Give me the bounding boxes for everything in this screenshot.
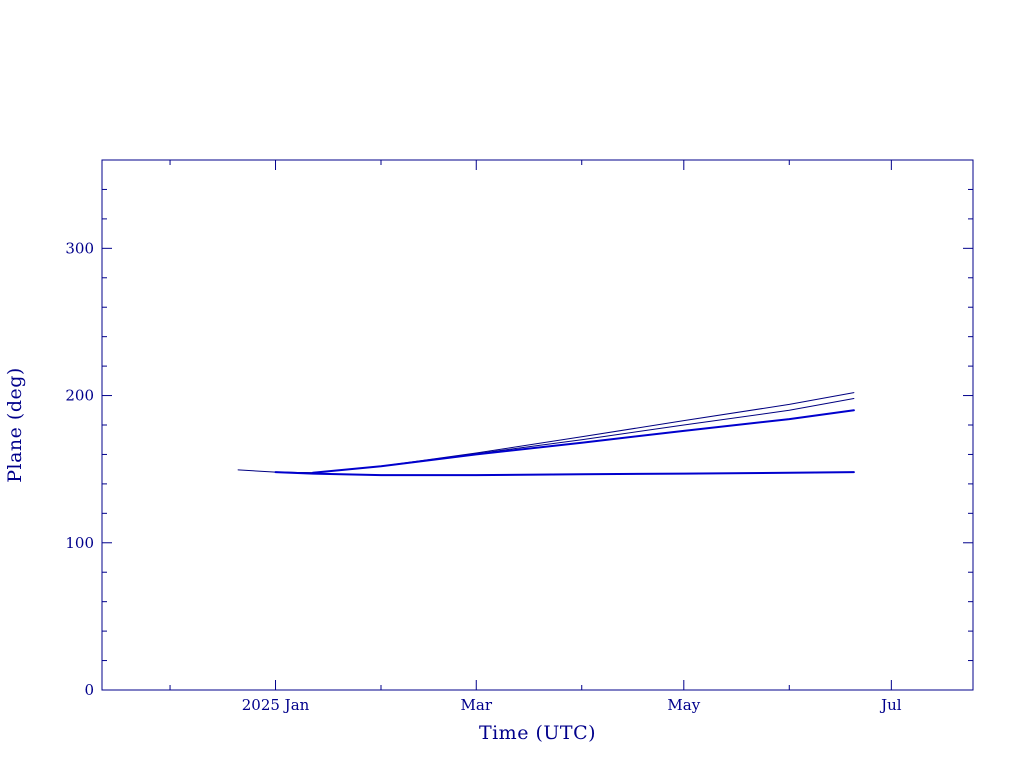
y-tick-labels: 0 100 200 300 xyxy=(65,239,94,699)
series-layer xyxy=(237,392,855,477)
y-axis-label: Plane (deg) xyxy=(4,367,26,483)
series-line-4 xyxy=(274,471,855,477)
series-line-3 xyxy=(311,409,855,474)
series-line-2 xyxy=(275,398,855,474)
x-tick-labels: 2025 Jan Mar May Jul xyxy=(242,696,902,714)
plot-frame xyxy=(101,159,974,691)
y-tick-label: 200 xyxy=(65,387,94,405)
x-tick-label: 2025 Jan xyxy=(242,696,310,714)
series-line-1 xyxy=(237,392,855,474)
x-tick-label: May xyxy=(667,696,700,714)
x-axis-label: Time (UTC) xyxy=(479,722,596,744)
y-tick-label: 0 xyxy=(84,681,94,699)
y-tick-label: 100 xyxy=(65,534,94,552)
y-tick-label: 300 xyxy=(65,239,94,257)
x-tick-label: Mar xyxy=(461,696,493,714)
tick-marks xyxy=(102,159,973,691)
x-tick-label: Jul xyxy=(879,696,902,714)
